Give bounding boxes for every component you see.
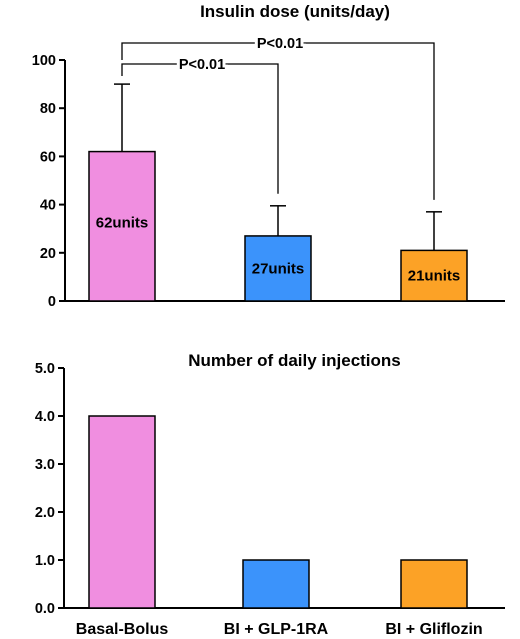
y-tick-label: 80 <box>40 101 56 117</box>
y-tick-label: 4.0 <box>35 409 55 425</box>
y-tick-label: 40 <box>40 198 56 214</box>
y-tick-label: 100 <box>32 53 56 69</box>
y-tick-label: 5.0 <box>35 361 55 377</box>
significance-bracket <box>121 63 279 194</box>
x-tick-label: BI + Gliflozin <box>385 621 482 638</box>
y-tick-label: 1.0 <box>35 553 55 569</box>
y-tick-label: 3.0 <box>35 457 55 473</box>
chart-panel-1 <box>59 42 505 302</box>
y-tick-label: 0 <box>48 294 56 310</box>
chart-title: Number of daily injections <box>188 351 401 370</box>
significance-label: P<0.01 <box>257 36 303 52</box>
data-label: 21units <box>408 268 461 285</box>
x-tick-label: Basal-Bolus <box>76 621 169 638</box>
bar-bi-gliflozin <box>400 559 468 609</box>
y-tick-label: 0.0 <box>35 601 55 617</box>
bar-bi-glp-1ra <box>242 559 310 609</box>
y-tick-label: 2.0 <box>35 505 55 521</box>
significance-label: P<0.01 <box>179 57 225 73</box>
x-tick-label: BI + GLP-1RA <box>224 621 329 638</box>
significance-bracket <box>121 42 435 200</box>
data-label: 62units <box>96 214 149 231</box>
bar-basal-bolus <box>88 415 156 609</box>
y-tick-label: 60 <box>40 149 56 165</box>
y-tick-label: 20 <box>40 246 56 262</box>
chart-panel-2 <box>58 367 505 609</box>
data-label: 27units <box>252 260 305 277</box>
bar-basal-bolus <box>88 150 156 302</box>
chart-title: Insulin dose (units/day) <box>200 2 390 21</box>
